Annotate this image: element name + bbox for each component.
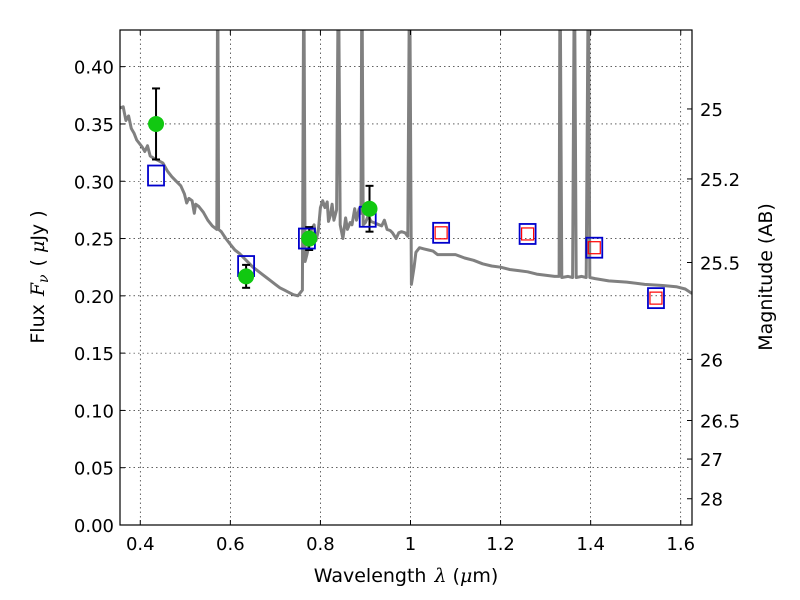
- x-axis-title-unit-rest: m): [472, 565, 498, 587]
- x-tick-label: 0.8: [306, 534, 335, 555]
- plot-frame: [119, 29, 693, 526]
- y2-tick-label: 26: [700, 350, 723, 371]
- series-layer: [120, 30, 692, 298]
- x-tick-label: 1: [405, 534, 416, 555]
- y-tick-label: 0.35: [74, 115, 114, 136]
- y-axis-title-subscript: ν: [36, 274, 52, 283]
- predicted-flux-square: [587, 241, 601, 255]
- y-axis-title-symbol: F: [27, 282, 49, 297]
- observed-flux-point: [148, 115, 165, 132]
- y2-tick-label: 26.5: [700, 411, 740, 432]
- y2-tick-label: 25.2: [700, 170, 740, 191]
- y2-axis-title: Magnitude (AB): [755, 203, 777, 351]
- x-axis-title-symbol: λ: [433, 565, 446, 587]
- points-layer: [147, 87, 665, 310]
- x-axis-title: Wavelength λ (μm): [314, 565, 498, 587]
- y-tick-label: 0.10: [74, 401, 114, 422]
- y-axis-title-unit-mu: μ: [27, 241, 49, 253]
- predicted-flux-square: [434, 226, 448, 240]
- observed-flux-point: [361, 200, 378, 217]
- y2-tick-label: 28: [700, 490, 723, 511]
- y-tick-label: 0.15: [74, 344, 114, 365]
- x-tick-label: 0.6: [216, 534, 245, 555]
- observed-flux-point: [301, 230, 318, 247]
- y2-tick-label: 25: [700, 100, 723, 121]
- y2-tick-label: 27: [700, 450, 723, 471]
- y-tick-label: 0.25: [74, 230, 114, 251]
- model-flux-square: [647, 287, 665, 310]
- y-axis-title-unit-open: (: [27, 259, 49, 266]
- x-axis-title-unit-open: (: [453, 565, 460, 587]
- y-tick-label: 0.30: [74, 172, 114, 193]
- y-axis-title-text: Flux: [27, 304, 49, 344]
- model-flux-square: [518, 223, 537, 245]
- predicted-flux-square: [521, 227, 535, 241]
- grid-lines: [120, 30, 692, 526]
- x-tick-label: 1.6: [666, 534, 695, 555]
- y-axis-title: Flux Fν ( μJy ): [27, 210, 52, 343]
- y-tick-label: 0.20: [74, 287, 114, 308]
- spectrum-line: [120, 30, 692, 298]
- model-flux-square: [585, 236, 604, 259]
- x-tick-label: 0.4: [126, 534, 155, 555]
- x-axis-title-unit-mu: μ: [460, 565, 472, 587]
- y-axis-title-unit-rest: Jy ): [27, 210, 49, 241]
- model-flux-square: [147, 164, 165, 187]
- y2-tick-label: 25.5: [700, 253, 740, 274]
- y-tick-label: 0.05: [74, 459, 114, 480]
- x-tick-label: 1.4: [576, 534, 605, 555]
- observed-flux-point: [238, 268, 255, 285]
- axis-ticks: 0.4 0.6 0.8 1 1.2 1.4 1.6 0.00 0.05 0.10 0.15 0.20 0…: [74, 30, 740, 555]
- predicted-flux-square: [649, 291, 663, 305]
- x-axis-title-text: Wavelength: [314, 565, 427, 587]
- model-flux-square: [432, 221, 451, 244]
- y-tick-label: 0.00: [74, 516, 114, 537]
- y-tick-label: 0.40: [74, 58, 114, 79]
- x-tick-label: 1.2: [486, 534, 515, 555]
